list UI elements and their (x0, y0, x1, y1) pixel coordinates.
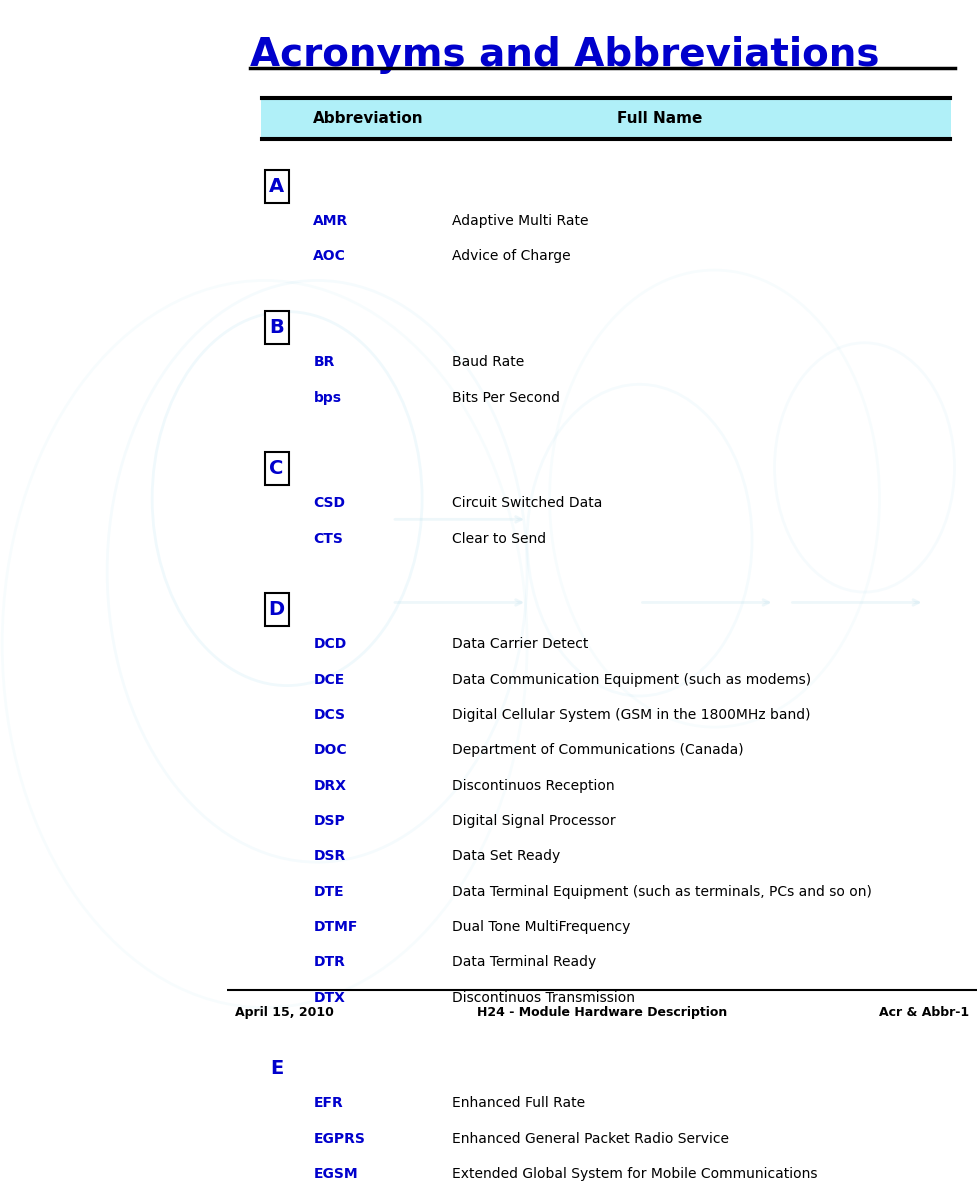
Text: DCS: DCS (314, 707, 346, 722)
Text: Bits Per Second: Bits Per Second (452, 390, 560, 405)
Text: Clear to Send: Clear to Send (452, 531, 546, 546)
Text: DOC: DOC (314, 743, 347, 758)
Text: Advice of Charge: Advice of Charge (452, 249, 571, 263)
Text: Baud Rate: Baud Rate (452, 356, 525, 369)
FancyBboxPatch shape (265, 170, 288, 203)
Text: DSR: DSR (314, 849, 346, 863)
Text: DTR: DTR (314, 955, 345, 970)
FancyBboxPatch shape (261, 98, 951, 138)
Text: D: D (269, 600, 284, 619)
Text: BR: BR (314, 356, 335, 369)
Text: Discontinuos Transmission: Discontinuos Transmission (452, 990, 635, 1004)
Text: Extended Global System for Mobile Communications: Extended Global System for Mobile Commun… (452, 1167, 818, 1181)
Text: Full Name: Full Name (617, 111, 702, 126)
Text: DSP: DSP (314, 814, 345, 828)
Text: Data Communication Equipment (such as modems): Data Communication Equipment (such as mo… (452, 673, 811, 687)
Text: CSD: CSD (314, 497, 346, 510)
FancyBboxPatch shape (265, 311, 288, 345)
Text: Acr & Abbr-1: Acr & Abbr-1 (879, 1007, 969, 1020)
Text: B: B (270, 318, 284, 338)
Text: DCD: DCD (314, 637, 347, 651)
FancyBboxPatch shape (265, 1052, 288, 1086)
Text: A: A (269, 177, 284, 196)
Text: Data Carrier Detect: Data Carrier Detect (452, 637, 588, 651)
Text: Data Set Ready: Data Set Ready (452, 849, 561, 863)
Text: DTMF: DTMF (314, 919, 358, 934)
Text: Digital Cellular System (GSM in the 1800MHz band): Digital Cellular System (GSM in the 1800… (452, 707, 811, 722)
Text: Circuit Switched Data: Circuit Switched Data (452, 497, 603, 510)
Text: Adaptive Multi Rate: Adaptive Multi Rate (452, 214, 588, 229)
Text: AMR: AMR (314, 214, 349, 229)
Text: Department of Communications (Canada): Department of Communications (Canada) (452, 743, 743, 758)
Text: Data Terminal Ready: Data Terminal Ready (452, 955, 596, 970)
Text: April 15, 2010: April 15, 2010 (234, 1007, 333, 1020)
Text: Enhanced Full Rate: Enhanced Full Rate (452, 1096, 585, 1111)
Text: DTX: DTX (314, 990, 345, 1004)
Text: Dual Tone MultiFrequency: Dual Tone MultiFrequency (452, 919, 630, 934)
Text: DRX: DRX (314, 778, 347, 792)
Text: DCE: DCE (314, 673, 345, 687)
Text: Data Terminal Equipment (such as terminals, PCs and so on): Data Terminal Equipment (such as termina… (452, 885, 872, 899)
Text: CTS: CTS (314, 531, 343, 546)
Text: C: C (270, 460, 284, 478)
Text: EGPRS: EGPRS (314, 1131, 365, 1146)
Text: EFR: EFR (314, 1096, 343, 1111)
Text: AOC: AOC (314, 249, 346, 263)
Text: DTE: DTE (314, 885, 344, 899)
FancyBboxPatch shape (265, 452, 288, 485)
Text: Enhanced General Packet Radio Service: Enhanced General Packet Radio Service (452, 1131, 729, 1146)
Text: Acronyms and Abbreviations: Acronyms and Abbreviations (250, 36, 879, 74)
FancyBboxPatch shape (265, 594, 288, 626)
Text: bps: bps (314, 390, 341, 405)
Text: Abbreviation: Abbreviation (314, 111, 424, 126)
Text: H24 - Module Hardware Description: H24 - Module Hardware Description (477, 1007, 727, 1020)
Text: EGSM: EGSM (314, 1167, 358, 1181)
Text: Discontinuos Reception: Discontinuos Reception (452, 778, 615, 792)
Text: Digital Signal Processor: Digital Signal Processor (452, 814, 616, 828)
Text: E: E (270, 1059, 283, 1078)
